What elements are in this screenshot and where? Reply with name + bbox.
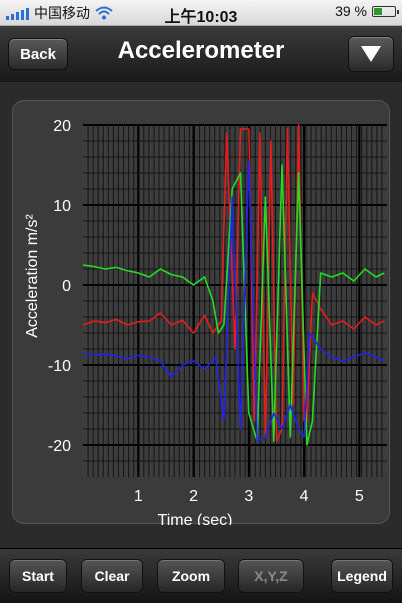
y-axis-label: Acceleration m/s² <box>24 214 41 338</box>
wifi-icon <box>95 6 113 20</box>
start-button[interactable]: Start <box>9 559 67 593</box>
y-tick-label: -20 <box>48 438 71 455</box>
x-tick-label: 4 <box>300 488 309 505</box>
status-time: 上午10:03 <box>164 9 238 26</box>
accelerometer-chart[interactable]: 20 10 0 -10 -20 1 2 3 4 5 Time (sec) Acceleration m… <box>13 101 391 525</box>
zoom-button[interactable]: Zoom <box>157 559 225 593</box>
x-tick-label: 5 <box>355 488 364 505</box>
triangle-down-icon <box>361 46 381 62</box>
signal-bars-icon <box>6 6 29 20</box>
x-axis-label: Time (sec) <box>158 512 233 525</box>
battery-fill <box>374 7 382 15</box>
x-tick-label: 1 <box>134 488 143 505</box>
x-tick-label: 3 <box>244 488 253 505</box>
series-line-0 <box>82 124 385 442</box>
carrier-label: 中国移动 <box>34 5 90 21</box>
status-bar: 中国移动 上午10:03 39 % <box>0 0 402 26</box>
series-line-1 <box>82 164 385 446</box>
chart-panel: 20 10 0 -10 -20 1 2 3 4 5 Time (sec) Acceleration m… <box>12 100 391 525</box>
back-button[interactable]: Back <box>8 38 68 70</box>
y-tick-label: 0 <box>62 278 71 295</box>
series-line-2 <box>82 160 385 442</box>
battery-icon <box>372 5 399 17</box>
battery-percent: 39 % <box>335 3 367 19</box>
main-area: 20 10 0 -10 -20 1 2 3 4 5 Time (sec) Acceleration m… <box>0 82 402 548</box>
xyz-button[interactable]: X,Y,Z <box>238 559 304 593</box>
legend-button[interactable]: Legend <box>331 559 393 593</box>
status-right: 39 % <box>335 3 399 19</box>
status-left: 中国移动 <box>6 3 113 23</box>
y-tick-label: 20 <box>53 118 71 135</box>
page-title: Accelerometer <box>117 37 285 64</box>
y-tick-label: 10 <box>53 198 71 215</box>
y-tick-label: -10 <box>48 358 71 375</box>
x-tick-label: 2 <box>189 488 198 505</box>
clear-button[interactable]: Clear <box>81 559 143 593</box>
bottom-toolbar: Start Clear Zoom X,Y,Z Legend <box>0 548 402 603</box>
navigation-bar: Back Accelerometer <box>0 26 402 83</box>
menu-button[interactable] <box>348 36 394 72</box>
